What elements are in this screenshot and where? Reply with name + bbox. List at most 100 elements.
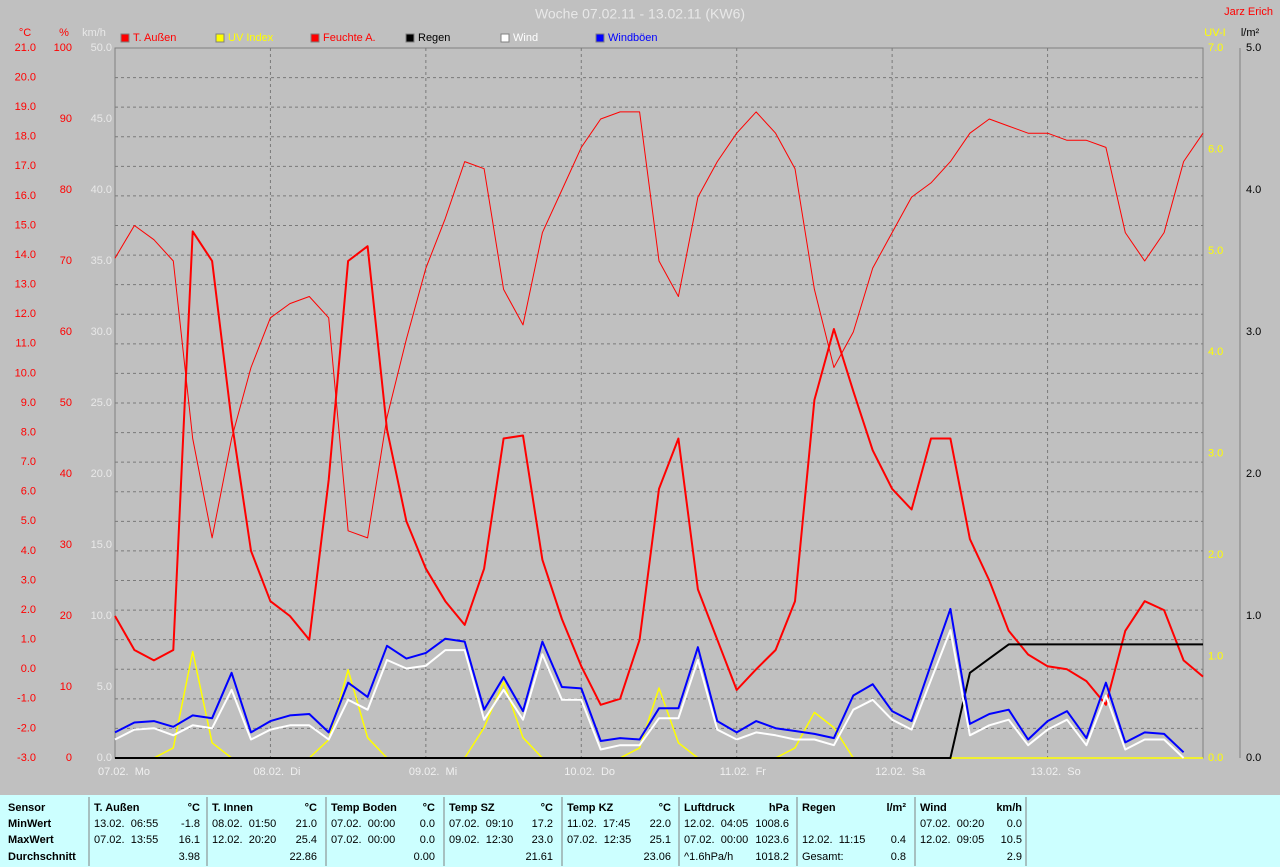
- stats-row-label: MaxWert: [8, 834, 54, 846]
- y-tick-label: 15.0: [15, 219, 36, 231]
- y-tick-label: 5.0: [97, 681, 112, 693]
- y-tick-label: 17.0: [15, 160, 36, 172]
- y-tick-label: 70: [60, 255, 72, 267]
- author: Jarz Erich: [1224, 6, 1273, 18]
- stats-unit: l/m²: [886, 802, 906, 814]
- y-tick-label: 2.0: [1208, 549, 1223, 561]
- stats-unit: °C: [305, 802, 317, 814]
- stats-header: Wind: [920, 802, 947, 814]
- stats-value: 23.06: [643, 851, 671, 863]
- stats-value: 25.1: [650, 834, 671, 846]
- y-tick-label: 50: [60, 397, 72, 409]
- x-tick-label: 09.02. Mi: [409, 766, 457, 778]
- stats-header: Temp KZ: [567, 802, 614, 814]
- legend-swatch: [595, 33, 605, 43]
- series-line: [114, 629, 1185, 759]
- stats-cell: 07.02. 00:00: [331, 834, 395, 846]
- stats-cell: Gesamt:: [802, 851, 844, 863]
- stats-unit: °C: [659, 802, 671, 814]
- y-tick-label: 4.0: [21, 545, 36, 557]
- legend-label: Wind: [513, 32, 538, 44]
- series-line: [114, 230, 1204, 706]
- y-tick-label: 4.0: [1246, 184, 1261, 196]
- stats-value: 21.61: [525, 851, 553, 863]
- x-tick-label: 10.02. Do: [564, 766, 615, 778]
- y-tick-label: 90: [60, 113, 72, 125]
- y-tick-label: 0.0: [1246, 752, 1261, 764]
- stats-cell: 07.02. 12:35: [567, 834, 631, 846]
- stats-value: 0.00: [414, 851, 435, 863]
- y-tick-label: 20: [60, 610, 72, 622]
- stats-value: 25.4: [296, 834, 317, 846]
- y-tick-label: 16.0: [15, 190, 36, 202]
- legend-swatch: [310, 33, 320, 43]
- y-tick-label: 4.0: [1208, 346, 1223, 358]
- y-tick-label: 5.0: [1208, 245, 1223, 257]
- chart-title: Woche 07.02.11 - 13.02.11 (KW6): [535, 6, 745, 22]
- y-tick-label: 3.0: [21, 574, 36, 586]
- y-tick-label: 14.0: [15, 249, 36, 261]
- axis-unit: km/h: [82, 27, 106, 39]
- stats-cell: 07.02. 09:10: [449, 818, 513, 830]
- y-tick-label: 21.0: [15, 42, 36, 54]
- legend-swatch: [405, 33, 415, 43]
- y-tick-label: 1.0: [1246, 610, 1261, 622]
- stats-cell: 07.02. 00:00: [331, 818, 395, 830]
- y-tick-label: 0.0: [97, 752, 112, 764]
- x-tick-label: 13.02. So: [1031, 766, 1081, 778]
- y-tick-label: 0.0: [1208, 752, 1223, 764]
- y-tick-label: 12.0: [15, 308, 36, 320]
- stats-value: 16.1: [179, 834, 200, 846]
- y-tick-label: 13.0: [15, 279, 36, 291]
- stats-value: 22.86: [289, 851, 317, 863]
- stats-header: T. Innen: [212, 802, 253, 814]
- stats-cell: 12.02. 20:20: [212, 834, 276, 846]
- legend-label: Windböen: [608, 32, 658, 44]
- stats-unit: °C: [541, 802, 553, 814]
- stats-value: 0.4: [891, 834, 906, 846]
- stats-unit: °C: [423, 802, 435, 814]
- legend-swatch: [500, 33, 510, 43]
- x-tick-label: 11.02. Fr: [720, 766, 767, 778]
- stats-header: Temp Boden: [331, 802, 397, 814]
- y-tick-label: 60: [60, 326, 72, 338]
- y-tick-label: 5.0: [21, 515, 36, 527]
- y-tick-label: -3.0: [17, 752, 36, 764]
- y-tick-label: 25.0: [91, 397, 112, 409]
- stats-header: Sensor: [8, 802, 46, 814]
- stats-value: 1008.6: [755, 818, 789, 830]
- stats-cell: ^1.6hPa/h: [684, 851, 733, 863]
- stats-cell: 12.02. 09:05: [920, 834, 984, 846]
- stats-value: 0.0: [420, 818, 435, 830]
- stats-cell: 07.02. 13:55: [94, 834, 158, 846]
- y-tick-label: 40.0: [91, 184, 112, 196]
- y-tick-label: 7.0: [21, 456, 36, 468]
- y-tick-label: 10.0: [15, 367, 36, 379]
- stats-table: Sensor MinWert MaxWert Durchschnitt T. Außen…: [8, 797, 1027, 866]
- y-tick-label: 80: [60, 184, 72, 196]
- stats-cell: 09.02. 12:30: [449, 834, 513, 846]
- stats-value: 1023.6: [755, 834, 789, 846]
- stats-header: Temp SZ: [449, 802, 495, 814]
- y-tick-label: 1.0: [1208, 650, 1223, 662]
- y-tick-label: 20.0: [91, 468, 112, 480]
- y-tick-label: 50.0: [91, 42, 112, 54]
- legend-swatch: [120, 33, 130, 43]
- series-line: [115, 643, 1203, 759]
- y-tick-label: 10: [60, 681, 72, 693]
- stats-value: -1.8: [181, 818, 200, 830]
- y-tick-label: 30.0: [91, 326, 112, 338]
- y-tick-label: 2.0: [21, 604, 36, 616]
- y-tick-label: 2.0: [1246, 468, 1261, 480]
- y-tick-label: 6.0: [1208, 143, 1223, 155]
- y-tick-label: 0: [66, 752, 72, 764]
- stats-value: 0.8: [891, 851, 906, 863]
- axis-unit: UV-I: [1204, 27, 1225, 39]
- y-tick-label: 5.0: [1246, 42, 1261, 54]
- stats-value: 0.0: [420, 834, 435, 846]
- stats-cell: 11.02. 17:45: [567, 818, 630, 830]
- stats-value: 1018.2: [755, 851, 789, 863]
- stats-cell: 12.02. 11:15: [802, 834, 865, 846]
- x-tick-label: 08.02. Di: [253, 766, 300, 778]
